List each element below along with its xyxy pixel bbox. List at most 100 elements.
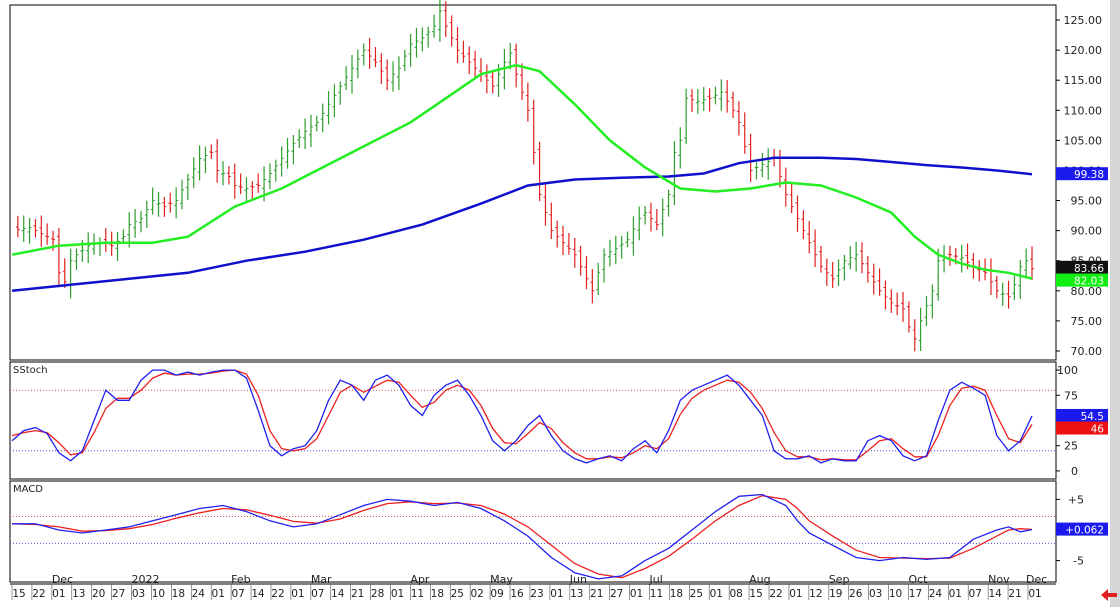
- date-day-label: 12: [809, 588, 822, 600]
- date-day-label: 01: [630, 588, 643, 600]
- date-day-label: 24: [192, 588, 206, 600]
- price-tick-label: 120.00: [1064, 44, 1103, 57]
- price-last-badge: 83.66: [1074, 263, 1104, 275]
- macd-last-badge: +0.062: [1065, 525, 1104, 537]
- date-day-label: 01: [710, 588, 723, 600]
- date-day-label: 13: [72, 588, 85, 600]
- date-day-label: 14: [331, 588, 345, 600]
- price-tick-label: 110.00: [1064, 104, 1103, 117]
- stoch-tick-label: 25: [1064, 440, 1078, 453]
- date-day-label: 18: [172, 588, 185, 600]
- date-day-label: 21: [1008, 588, 1021, 600]
- date-month-label: Feb: [231, 573, 250, 586]
- stoch-tick-label: 100: [1057, 364, 1078, 377]
- date-month-label: May: [490, 573, 513, 586]
- macd-last-badge-bg: [1056, 522, 1108, 536]
- price-panel: [9, 4, 1057, 361]
- date-day-label: 07: [311, 588, 324, 600]
- stoch-tick-label: 0: [1071, 465, 1078, 478]
- date-day-label: 25: [690, 588, 703, 600]
- scroll-left-arrow-icon[interactable]: [1100, 588, 1118, 602]
- date-day-label: 07: [231, 588, 244, 600]
- date-axis: 15 22 01 13 20 27 03 10 18 24 01 07 14 22 01 07 14 21 28 01…: [10, 573, 1056, 600]
- date-day-label: 10: [889, 588, 902, 600]
- stoch-panel-title: SStoch: [13, 365, 48, 376]
- ma-slow-last-badge-bg: [1056, 167, 1108, 181]
- price-last-badge-bg: [1056, 260, 1108, 274]
- price-tick-label: 115.00: [1064, 74, 1103, 87]
- date-day-label: 01: [212, 588, 225, 600]
- date-day-label: 13: [570, 588, 583, 600]
- date-day-label: 17: [909, 588, 922, 600]
- price-tick-label: 90.00: [1071, 225, 1103, 238]
- ma-fast-last-badge-bg: [1056, 273, 1108, 287]
- macd-tick-label: +5: [1068, 493, 1084, 506]
- right-border: [1110, 0, 1120, 607]
- date-day-label: 01: [550, 588, 563, 600]
- date-day-label: 03: [132, 588, 145, 600]
- date-day-label: 24: [929, 588, 943, 600]
- price-tick-label: 75.00: [1071, 315, 1103, 328]
- macd-tick-label: -5: [1073, 555, 1084, 568]
- date-day-label: 15: [12, 588, 25, 600]
- date-day-label: 19: [829, 588, 842, 600]
- date-day-label: 20: [92, 588, 105, 600]
- date-month-label: Dec: [52, 573, 73, 586]
- date-day-label: 27: [112, 588, 125, 600]
- price-tick-label: 125.00: [1064, 14, 1103, 27]
- date-day-label: 02: [471, 588, 484, 600]
- date-day-label: 14: [988, 588, 1002, 600]
- macd-signal-line: [11, 495, 1033, 579]
- date-day-label: 16: [510, 588, 524, 600]
- price-tick-label: 80.00: [1071, 285, 1103, 298]
- date-day-label: 11: [411, 588, 424, 600]
- date-day-label: 26: [849, 588, 863, 600]
- date-day-label: 18: [670, 588, 683, 600]
- stoch-d-last-badge: 46: [1091, 424, 1105, 436]
- date-day-label: 08: [729, 588, 742, 600]
- date-day-label: 23: [530, 588, 543, 600]
- date-day-label: 09: [490, 588, 503, 600]
- macd-lines: [11, 493, 1033, 580]
- fast-moving-average-line: [11, 63, 1033, 280]
- stoch-tick-label: 75: [1064, 389, 1078, 402]
- date-day-label: 01: [391, 588, 404, 600]
- date-day-label: 01: [52, 588, 65, 600]
- stoch-lines: [11, 369, 1033, 464]
- date-day-label: 22: [32, 588, 45, 600]
- date-month-label: Nov: [988, 573, 1010, 586]
- date-month-label: Jul: [648, 573, 662, 586]
- date-month-label: Oct: [908, 573, 928, 586]
- date-month-label: Dec: [1026, 573, 1047, 586]
- date-day-label: 21: [351, 588, 364, 600]
- moving-average-lines: [11, 63, 1033, 293]
- stoch-k-last-badge-bg: [1056, 408, 1108, 422]
- date-day-label: 22: [271, 588, 284, 600]
- stoch-d-last-badge-bg: [1056, 421, 1108, 435]
- price-tick-label: 95.00: [1071, 195, 1103, 208]
- price-bars: [15, 0, 1034, 352]
- macd-panel-title: MACD: [13, 484, 43, 495]
- price-tick-label: 70.00: [1071, 345, 1103, 358]
- date-day-label: 18: [431, 588, 444, 600]
- date-day-label: 10: [152, 588, 165, 600]
- date-day-label: 03: [869, 588, 882, 600]
- date-month-label: 2022: [132, 573, 160, 586]
- macd-line: [12, 493, 1033, 580]
- date-day-label: 11: [650, 588, 663, 600]
- date-day-label: 28: [371, 588, 384, 600]
- date-month-label: Jun: [569, 573, 587, 586]
- price-axis: 125.00120.00115.00110.00105.00100.0095.0…: [1056, 14, 1102, 358]
- ma-slow-last-badge: 99.38: [1074, 169, 1104, 181]
- date-day-label: 01: [789, 588, 802, 600]
- slow-moving-average-line: [11, 156, 1033, 293]
- stoch-d-line: [11, 369, 1033, 461]
- date-month-label: Apr: [410, 573, 430, 586]
- date-day-label: 15: [749, 588, 762, 600]
- ma-fast-last-badge: 82.03: [1074, 276, 1104, 288]
- date-day-label: 01: [949, 588, 962, 600]
- stoch-guides: [10, 389, 1056, 452]
- price-tick-label: 105.00: [1064, 134, 1103, 147]
